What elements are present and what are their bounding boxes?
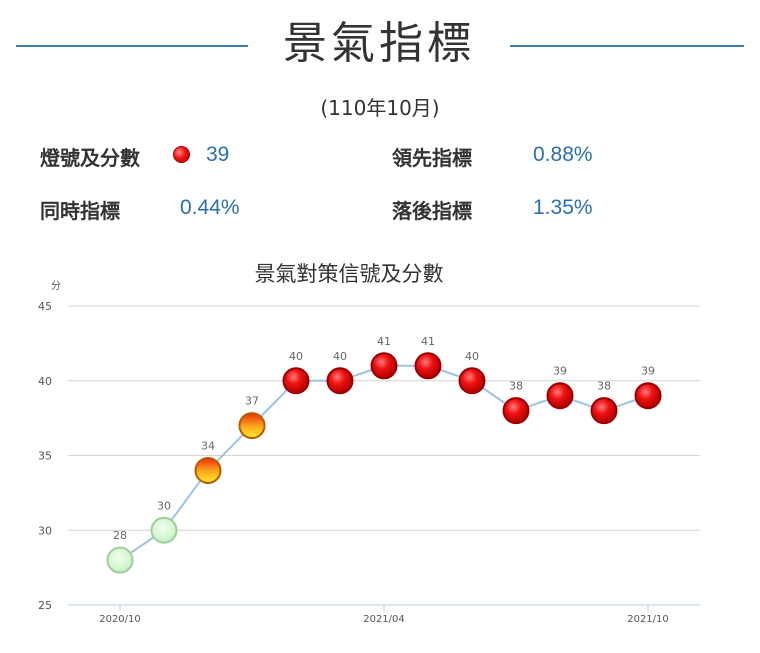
period-label: (110年10月) (320, 96, 440, 120)
page-title: 景氣指標 (283, 18, 475, 69)
data-point-2021/10 (634, 382, 662, 410)
data-label-2021/08: 39 (553, 365, 567, 378)
y-tick-label-40: 40 (38, 375, 52, 388)
signal-score-chart: 分 25 30 35 40 45 2020/10 2021/04 2021/10 28 30 34 37… (38, 280, 700, 625)
lagging-value: 1.35% (533, 196, 593, 219)
data-label-2021/04: 41 (377, 335, 391, 348)
data-label-2021/07: 38 (509, 380, 523, 393)
signal-score: 39 (206, 143, 230, 166)
data-point-2021/03 (326, 367, 354, 395)
data-point-2021/05 (414, 352, 442, 380)
data-label-2021/10: 39 (641, 365, 655, 378)
x-tick-label-2021/10: 2021/10 (627, 614, 669, 625)
data-point-2021/02 (282, 367, 310, 395)
lagging-label: 落後指標 (392, 199, 472, 223)
coincident-label: 同時指標 (40, 199, 120, 223)
title-rule-left (16, 45, 248, 47)
leading-label: 領先指標 (392, 146, 472, 170)
data-label-2021/05: 41 (421, 335, 435, 348)
data-point-2020/10 (106, 546, 134, 574)
data-point-2020/12 (194, 456, 222, 484)
data-label-2021/03: 40 (333, 350, 347, 363)
data-label-2021/09: 38 (597, 380, 611, 393)
y-tick-label-45: 45 (38, 300, 52, 313)
data-point-2020/11 (150, 516, 178, 544)
data-label-2021/02: 40 (289, 350, 303, 363)
signal-label: 燈號及分數 (40, 146, 140, 170)
y-axis-unit-label: 分 (51, 280, 61, 292)
data-label-2020/11: 30 (157, 499, 171, 512)
data-label-2021/01: 37 (245, 395, 259, 408)
coincident-value: 0.44% (180, 196, 240, 219)
y-tick-label-30: 30 (38, 524, 52, 537)
data-point-2021/04 (370, 352, 398, 380)
y-tick-label-25: 25 (38, 599, 52, 612)
x-tick-label-2021/04: 2021/04 (363, 614, 405, 625)
leading-value: 0.88% (533, 143, 593, 166)
x-tick-label-2020/10: 2020/10 (99, 614, 141, 625)
data-label-2021/06: 40 (465, 350, 479, 363)
data-point-2021/01 (238, 412, 266, 440)
y-tick-label-35: 35 (38, 450, 52, 463)
red-light-icon (173, 146, 190, 163)
title-rule-right (510, 45, 744, 47)
chart-title: 景氣對策信號及分數 (254, 262, 444, 286)
data-point-2021/09 (590, 397, 618, 425)
data-label-2020/10: 28 (113, 529, 127, 542)
data-label-2020/12: 34 (201, 439, 215, 452)
data-point-2021/08 (546, 382, 574, 410)
data-point-2021/06 (458, 367, 486, 395)
data-point-2021/07 (502, 397, 530, 425)
